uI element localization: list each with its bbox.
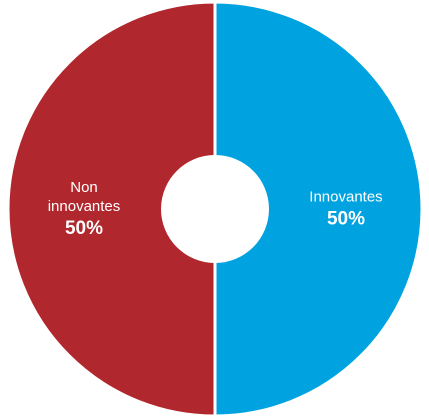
slice-label-1-line-1: innovantes [48, 198, 121, 215]
slice-label-1-line-0: Non [70, 179, 98, 196]
slice-label-0-line-0: Innovantes [309, 189, 382, 206]
pie-slice-0[interactable] [213, 0, 424, 418]
pie-slice-1[interactable] [6, 0, 217, 418]
donut-hole [161, 155, 269, 263]
slice-value-label-0: 50% [327, 209, 365, 230]
slice-value-label-1: 50% [65, 218, 103, 239]
